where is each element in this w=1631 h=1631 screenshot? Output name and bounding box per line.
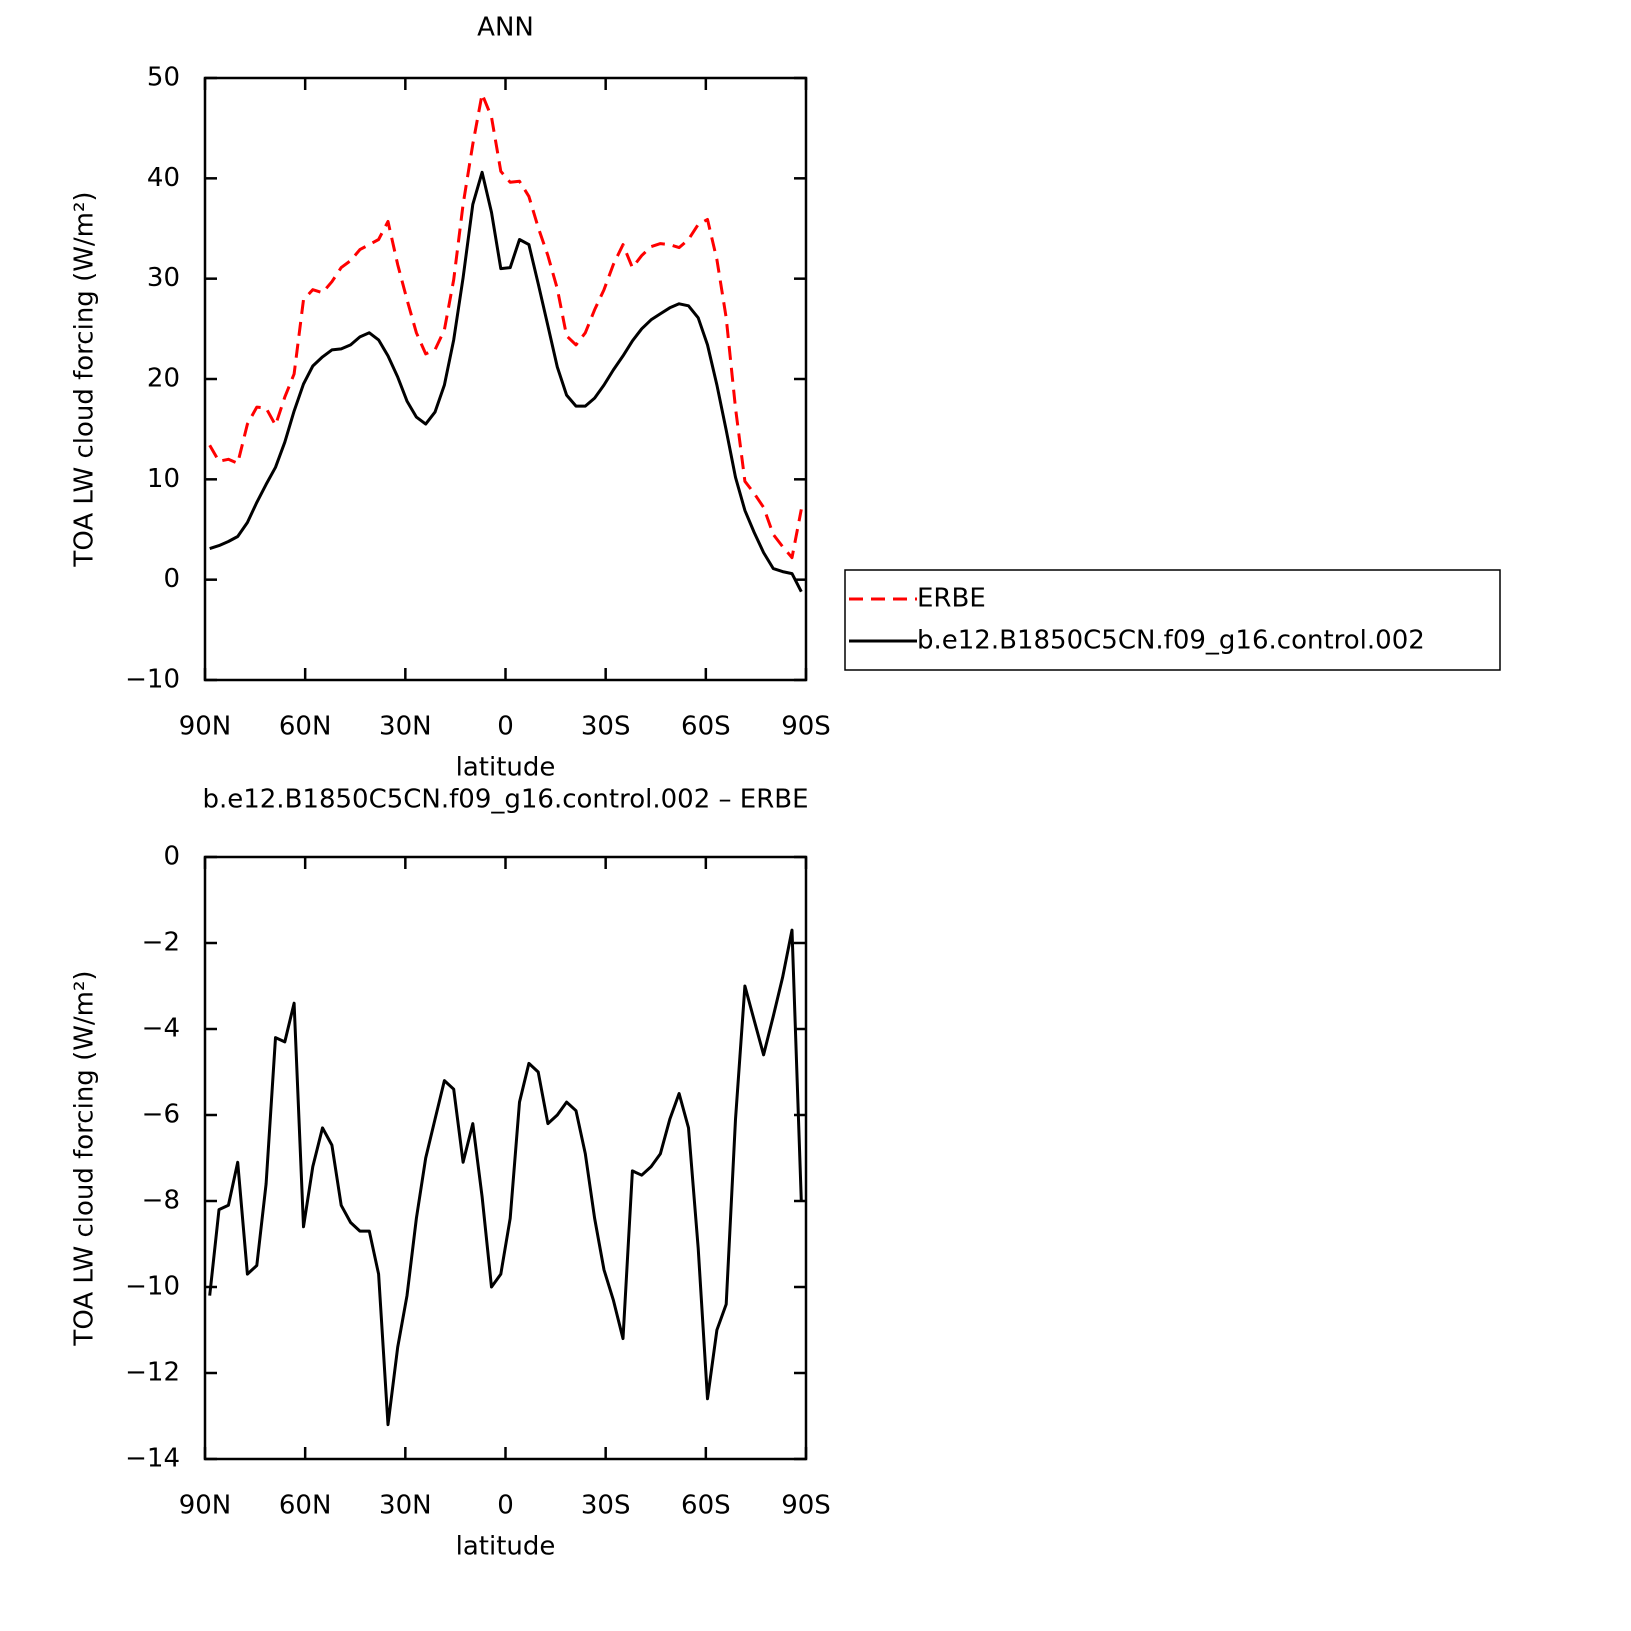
x-tick-label: 60S — [681, 1491, 731, 1521]
y-axis-label: TOA LW cloud forcing (W/m²) — [70, 191, 100, 567]
x-tick-label: 60N — [279, 1491, 332, 1521]
y-tick-label: 0 — [163, 564, 180, 594]
y-tick-label: −2 — [142, 928, 180, 958]
x-tick-label: 30N — [379, 712, 432, 742]
x-axis-label: latitude — [456, 1532, 556, 1562]
y-tick-label: 10 — [147, 464, 180, 494]
x-tick-label: 90N — [179, 1491, 232, 1521]
x-tick-label: 90S — [781, 712, 831, 742]
x-tick-label: 60S — [681, 712, 731, 742]
x-tick-label: 30S — [581, 712, 631, 742]
x-tick-label: 60N — [279, 712, 332, 742]
chart-title: b.e12.B1850C5CN.f09_g16.control.002 – ER… — [202, 785, 808, 815]
y-tick-label: −10 — [125, 665, 180, 695]
legend-label: ERBE — [917, 584, 986, 614]
y-tick-label: −10 — [125, 1272, 180, 1302]
line-series — [208, 928, 803, 1427]
x-tick-label: 90S — [781, 1491, 831, 1521]
legend-label: b.e12.B1850C5CN.f09_g16.control.002 — [917, 626, 1425, 656]
x-tick-label: 30S — [581, 1491, 631, 1521]
y-tick-label: 20 — [147, 364, 180, 394]
x-tick-label: 0 — [497, 1491, 514, 1521]
y-tick-label: −4 — [142, 1014, 180, 1044]
y-tick-label: 30 — [147, 263, 180, 293]
x-tick-label: 0 — [497, 712, 514, 742]
y-tick-label: 0 — [163, 842, 180, 872]
y-tick-label: −6 — [142, 1100, 180, 1130]
plot-frame — [203, 76, 808, 682]
x-axis-label: latitude — [456, 753, 556, 783]
y-tick-label: 50 — [147, 63, 180, 93]
line-series — [208, 92, 803, 560]
y-tick-label: −12 — [125, 1358, 180, 1388]
x-tick-label: 90N — [179, 712, 232, 742]
line-series — [209, 170, 803, 593]
legend-box — [844, 569, 1501, 671]
y-axis-label: TOA LW cloud forcing (W/m²) — [70, 970, 100, 1346]
y-tick-label: −8 — [142, 1186, 180, 1216]
y-tick-label: 40 — [147, 163, 180, 193]
x-tick-label: 30N — [379, 1491, 432, 1521]
chart-title: ANN — [477, 13, 534, 43]
y-tick-label: −14 — [125, 1444, 180, 1474]
plot-frame — [203, 855, 808, 1461]
